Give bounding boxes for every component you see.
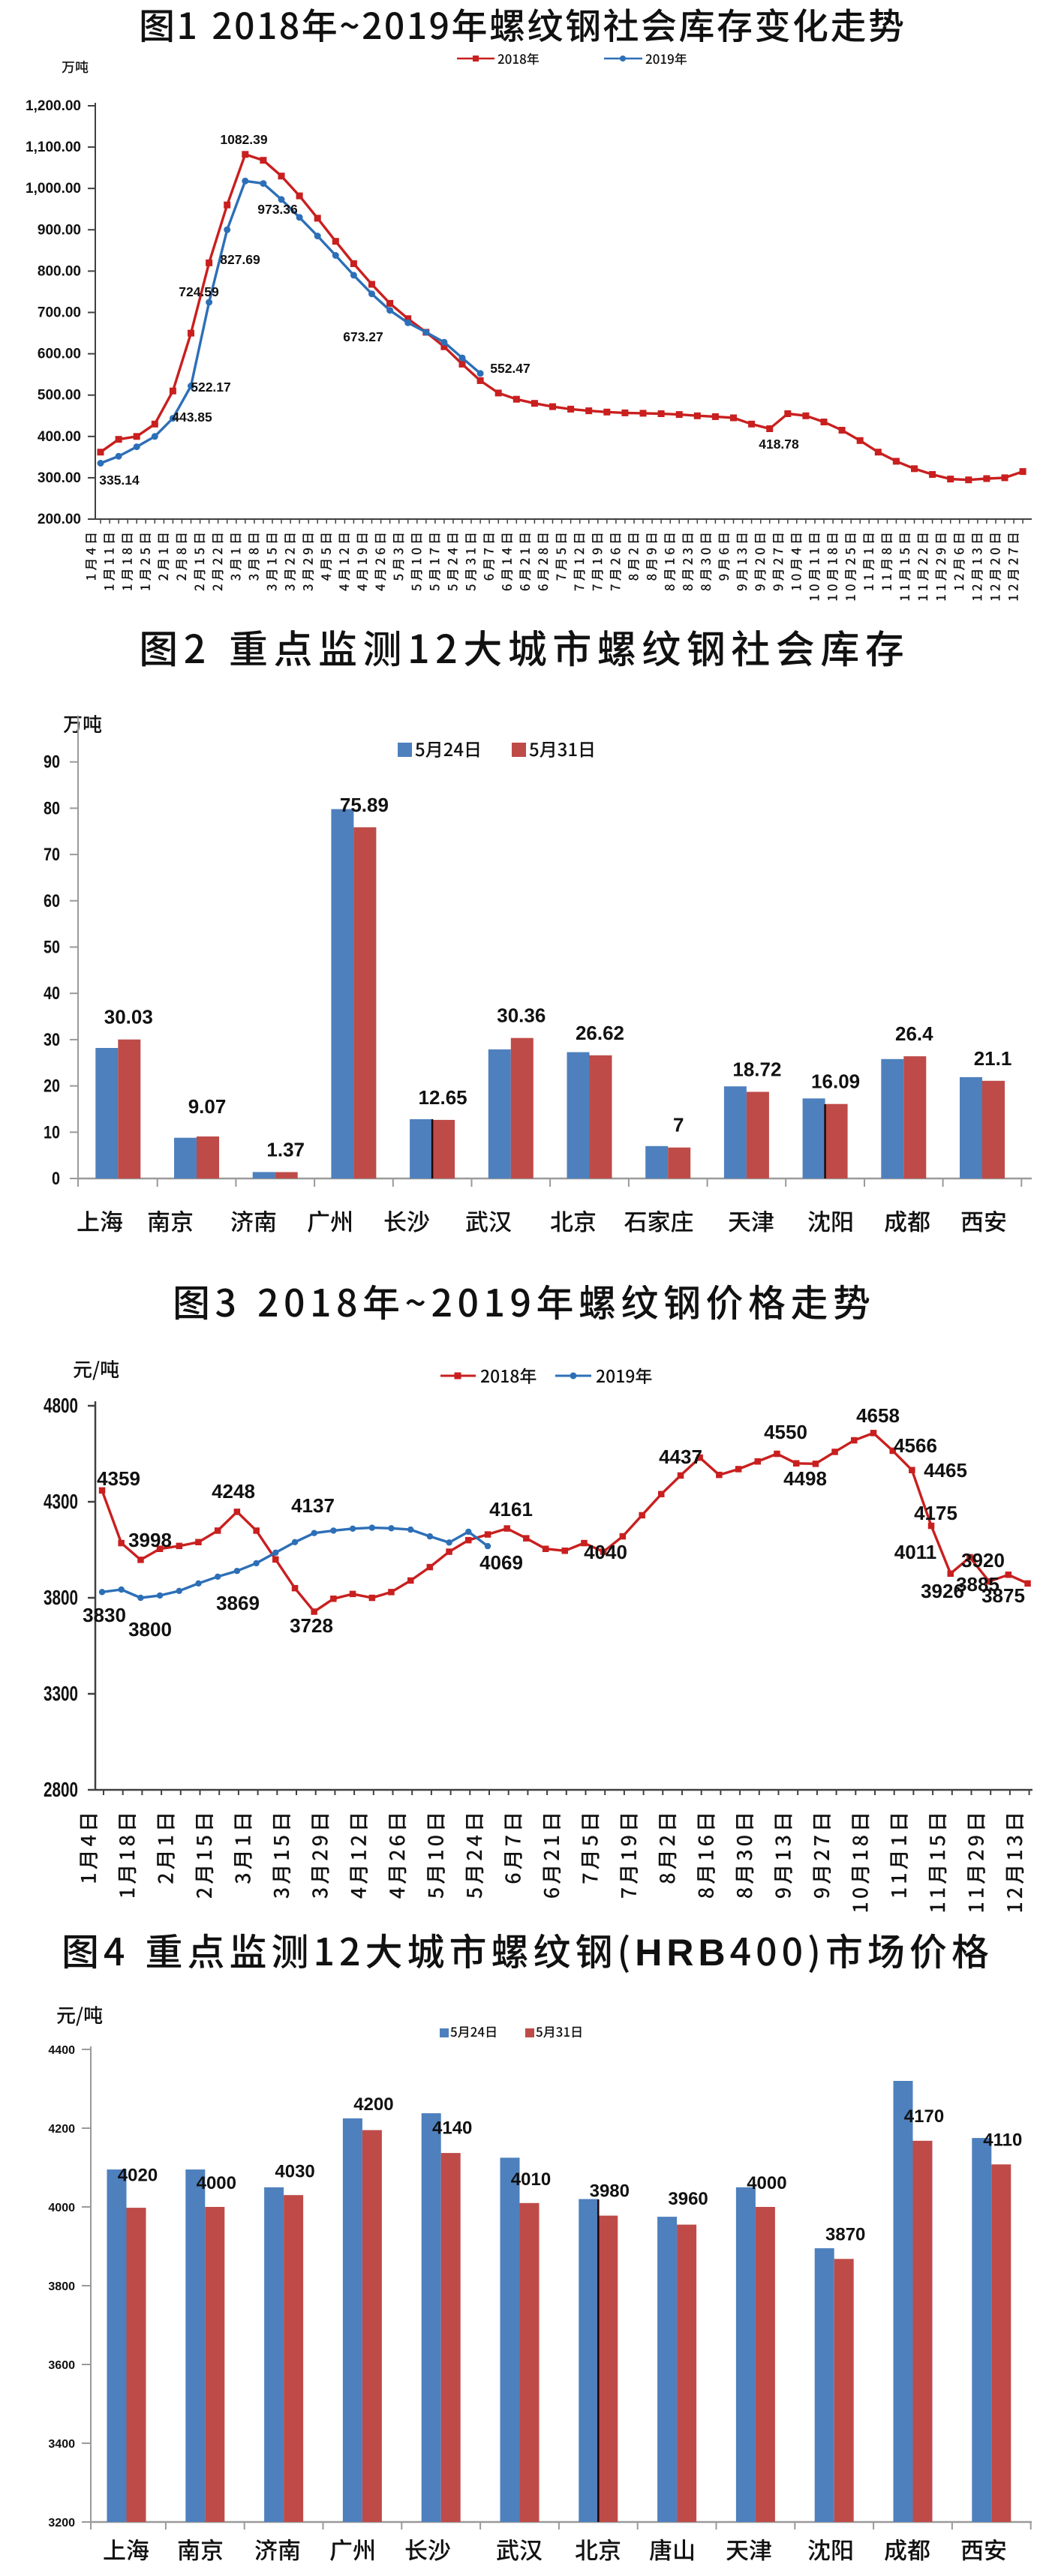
svg-text:4359: 4359 <box>97 1467 140 1490</box>
svg-text:3875: 3875 <box>981 1584 1025 1607</box>
svg-text:10: 10 <box>44 1122 60 1142</box>
svg-text:600.00: 600.00 <box>38 347 81 362</box>
svg-text:30.03: 30.03 <box>104 1006 153 1028</box>
svg-text:3728: 3728 <box>290 1614 333 1637</box>
svg-text:7: 7 <box>673 1114 684 1136</box>
svg-text:4040: 4040 <box>584 1541 627 1563</box>
svg-text:H: H <box>635 1932 662 1974</box>
svg-text:500.00: 500.00 <box>38 388 81 404</box>
svg-text:26.4: 26.4 <box>895 1022 933 1045</box>
svg-text:16.09: 16.09 <box>811 1070 860 1093</box>
svg-text:4658: 4658 <box>856 1404 900 1427</box>
svg-text:443.85: 443.85 <box>172 410 212 425</box>
svg-text:3920: 3920 <box>961 1549 1005 1572</box>
svg-text:0: 0 <box>52 1169 60 1189</box>
svg-text:4137: 4137 <box>291 1494 335 1517</box>
svg-text:900.00: 900.00 <box>38 222 81 238</box>
svg-text:1,200.00: 1,200.00 <box>26 98 81 114</box>
svg-text:20: 20 <box>44 1076 60 1097</box>
svg-text:3885: 3885 <box>956 1573 999 1596</box>
svg-text:4110: 4110 <box>983 2130 1022 2150</box>
svg-text:3800: 3800 <box>48 2280 75 2293</box>
svg-text:4566: 4566 <box>894 1434 937 1457</box>
svg-text:30: 30 <box>44 1030 60 1050</box>
svg-text:4140: 4140 <box>432 2118 472 2139</box>
svg-text:4030: 4030 <box>275 2161 314 2181</box>
svg-text:800.00: 800.00 <box>38 263 81 279</box>
svg-text:B: B <box>699 1932 726 1974</box>
svg-text:3960: 3960 <box>668 2189 708 2209</box>
svg-text:3800: 3800 <box>44 1586 78 1609</box>
svg-text:70: 70 <box>44 845 60 865</box>
svg-text:4465: 4465 <box>924 1459 967 1482</box>
svg-text:40: 40 <box>44 983 60 1004</box>
svg-text:4020: 4020 <box>118 2166 158 2186</box>
svg-text:4000: 4000 <box>197 2173 236 2193</box>
svg-text:30.36: 30.36 <box>497 1004 546 1027</box>
svg-text:3830: 3830 <box>83 1604 126 1626</box>
svg-text:724.59: 724.59 <box>179 284 219 299</box>
svg-text:4437: 4437 <box>659 1446 702 1468</box>
svg-text:700.00: 700.00 <box>38 305 81 321</box>
svg-text:75.89: 75.89 <box>340 794 389 816</box>
svg-text:4800: 4800 <box>44 1394 78 1417</box>
svg-text:3600: 3600 <box>48 2359 75 2372</box>
svg-text:9.07: 9.07 <box>188 1095 227 1118</box>
svg-text:3980: 3980 <box>590 2181 630 2202</box>
svg-text:418.78: 418.78 <box>759 437 799 452</box>
svg-text:300.00: 300.00 <box>38 470 81 486</box>
svg-text:4200: 4200 <box>353 2094 393 2115</box>
svg-text:973.36: 973.36 <box>257 202 298 217</box>
svg-text:18.72: 18.72 <box>732 1058 781 1080</box>
svg-text:4498: 4498 <box>783 1467 827 1490</box>
svg-text:1.37: 1.37 <box>266 1139 305 1161</box>
svg-text:3870: 3870 <box>825 2224 865 2244</box>
svg-text:4010: 4010 <box>511 2169 551 2190</box>
svg-text:4550: 4550 <box>764 1421 807 1443</box>
svg-text:4000: 4000 <box>747 2173 786 2193</box>
svg-text:4161: 4161 <box>489 1498 533 1521</box>
svg-text:3300: 3300 <box>44 1682 78 1705</box>
svg-text:4400: 4400 <box>48 2044 75 2057</box>
svg-text:3200: 3200 <box>48 2517 75 2529</box>
svg-text:4300: 4300 <box>44 1490 78 1513</box>
svg-text:3400: 3400 <box>48 2438 75 2451</box>
svg-text:26.62: 26.62 <box>576 1022 624 1044</box>
svg-text:2800: 2800 <box>44 1778 78 1801</box>
svg-text:3998: 3998 <box>128 1529 172 1551</box>
svg-text:50: 50 <box>44 938 60 958</box>
svg-text:12.65: 12.65 <box>419 1086 467 1109</box>
svg-text:4000: 4000 <box>48 2202 75 2214</box>
svg-text:400.00: 400.00 <box>38 429 81 445</box>
svg-text:80: 80 <box>44 798 60 818</box>
svg-text:4200: 4200 <box>48 2123 75 2136</box>
svg-text:R: R <box>666 1932 693 1974</box>
svg-text:21.1: 21.1 <box>974 1047 1012 1070</box>
svg-text:552.47: 552.47 <box>490 361 531 376</box>
svg-text:335.14: 335.14 <box>99 473 140 488</box>
svg-text:1,100.00: 1,100.00 <box>26 140 81 155</box>
svg-text:4069: 4069 <box>479 1551 523 1574</box>
svg-text:3869: 3869 <box>216 1592 260 1614</box>
svg-text:1082.39: 1082.39 <box>220 132 268 147</box>
svg-text:522.17: 522.17 <box>191 380 231 395</box>
svg-text:4175: 4175 <box>914 1502 957 1524</box>
svg-text:4170: 4170 <box>904 2106 944 2127</box>
svg-text:3926: 3926 <box>921 1580 964 1602</box>
svg-text:60: 60 <box>44 891 60 911</box>
svg-text:673.27: 673.27 <box>343 329 383 344</box>
svg-text:4011: 4011 <box>894 1541 936 1563</box>
svg-text:1,000.00: 1,000.00 <box>26 181 81 197</box>
svg-text:4248: 4248 <box>212 1480 255 1503</box>
svg-text:827.69: 827.69 <box>220 252 260 267</box>
svg-text:3800: 3800 <box>128 1618 172 1641</box>
svg-text:200.00: 200.00 <box>38 512 81 527</box>
svg-text:90: 90 <box>44 752 60 773</box>
